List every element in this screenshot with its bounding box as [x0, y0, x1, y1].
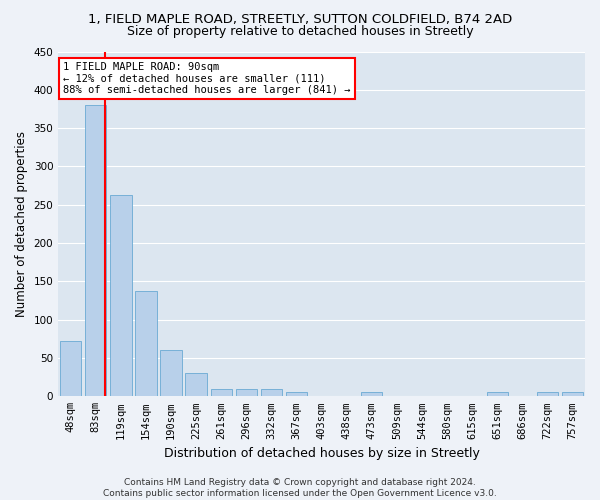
Text: 1 FIELD MAPLE ROAD: 90sqm
← 12% of detached houses are smaller (111)
88% of semi: 1 FIELD MAPLE ROAD: 90sqm ← 12% of detac… — [64, 62, 351, 95]
Bar — [236, 388, 257, 396]
Bar — [261, 388, 282, 396]
Text: Contains HM Land Registry data © Crown copyright and database right 2024.
Contai: Contains HM Land Registry data © Crown c… — [103, 478, 497, 498]
Bar — [160, 350, 182, 397]
Bar — [110, 195, 131, 396]
Bar — [361, 392, 382, 396]
Bar — [85, 105, 106, 397]
Bar — [286, 392, 307, 396]
Bar — [487, 392, 508, 396]
Bar — [211, 388, 232, 396]
Bar — [60, 341, 82, 396]
Y-axis label: Number of detached properties: Number of detached properties — [15, 131, 28, 317]
Text: 1, FIELD MAPLE ROAD, STREETLY, SUTTON COLDFIELD, B74 2AD: 1, FIELD MAPLE ROAD, STREETLY, SUTTON CO… — [88, 12, 512, 26]
Text: Size of property relative to detached houses in Streetly: Size of property relative to detached ho… — [127, 25, 473, 38]
Bar — [562, 392, 583, 396]
Bar — [537, 392, 558, 396]
Bar — [185, 372, 207, 396]
Bar — [136, 292, 157, 397]
X-axis label: Distribution of detached houses by size in Streetly: Distribution of detached houses by size … — [164, 447, 479, 460]
